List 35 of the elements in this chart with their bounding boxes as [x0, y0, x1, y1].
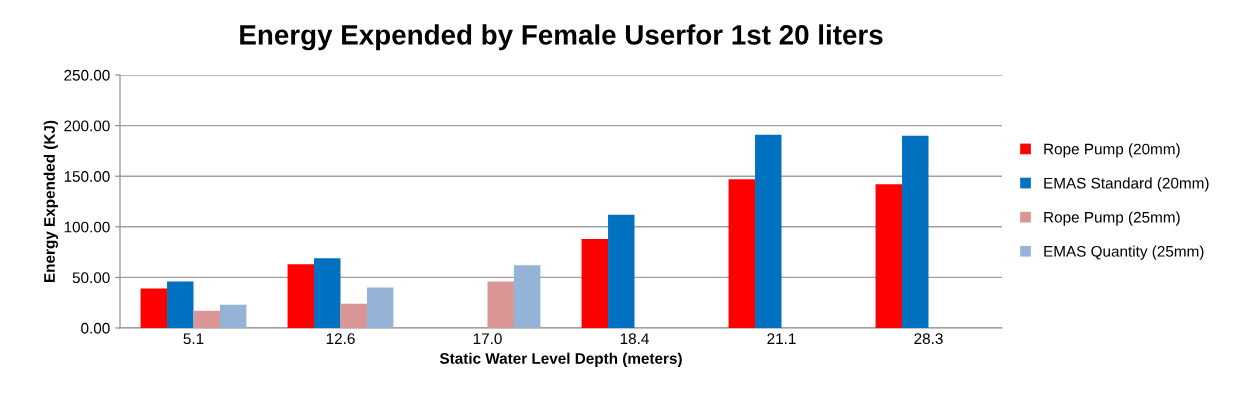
- x-tick-label: 18.4: [620, 333, 649, 345]
- y-tick-label: 150.00: [64, 171, 110, 182]
- y-axis-title: Energy Expended (KJ): [43, 120, 58, 282]
- bar: [755, 134, 782, 328]
- bar: [902, 135, 929, 328]
- x-axis-title: Static Water Level Depth (meters): [439, 352, 682, 367]
- x-tick-label: 28.3: [914, 333, 943, 345]
- bar: [340, 303, 367, 328]
- y-tick-label: 100.00: [64, 221, 110, 233]
- y-tick-label: 50.00: [72, 272, 110, 284]
- legend-label: EMAS Standard (20mm): [1044, 177, 1209, 192]
- legend-label: Rope Pump (20mm): [1044, 143, 1180, 158]
- bar: [608, 214, 635, 328]
- x-tick-label: 17.0: [473, 333, 502, 345]
- bar: [140, 288, 168, 328]
- bar: [167, 281, 194, 328]
- y-tick-label: 250.00: [64, 69, 110, 81]
- x-tick-label: 21.1: [767, 333, 796, 344]
- bar: [193, 310, 220, 328]
- bar: [487, 281, 514, 328]
- bar: [875, 184, 903, 328]
- bar: [581, 238, 609, 328]
- bar: [287, 264, 315, 328]
- chart-title: Energy Expended by Female Userfor 1st 20 liters: [240, 24, 883, 51]
- x-tick-label: 5.1: [183, 333, 204, 345]
- bar: [728, 179, 756, 328]
- x-tick-label: 12.6: [326, 333, 355, 345]
- y-tick-label: 200.00: [64, 120, 110, 132]
- bar: [314, 258, 341, 328]
- bar: [366, 287, 394, 328]
- bar: [513, 265, 541, 328]
- legend-label: Rope Pump (25mm): [1044, 211, 1180, 226]
- bar: [219, 304, 247, 328]
- y-tick-label: 0.00: [81, 322, 110, 334]
- legend-label: EMAS Quantity (25mm): [1044, 245, 1204, 260]
